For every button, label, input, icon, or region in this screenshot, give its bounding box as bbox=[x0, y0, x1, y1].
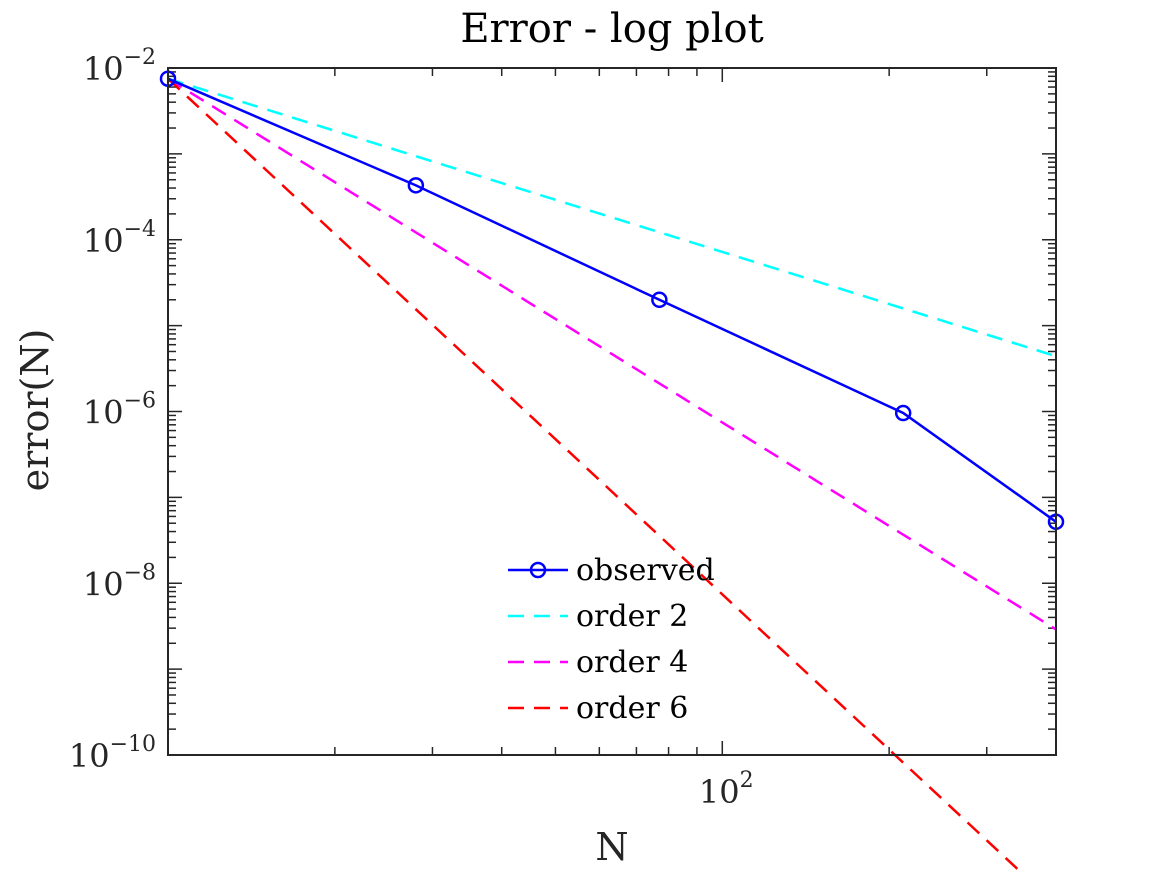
data-point-observed bbox=[407, 177, 425, 194]
y-tick-label: 10−8 bbox=[83, 560, 156, 603]
y-tick-label: 10−2 bbox=[83, 45, 156, 88]
legend-label-order-4: order 4 bbox=[576, 645, 688, 680]
tick-labels: 10−10 10−8 10−6 10−4 10−2 102 bbox=[69, 45, 754, 811]
y-tick-label: 10−4 bbox=[83, 217, 156, 260]
plot-frame bbox=[167, 67, 1057, 756]
y-tick-label: 10−6 bbox=[83, 389, 156, 432]
legend-label-order-2: order 2 bbox=[576, 599, 688, 634]
data-point-observed bbox=[651, 291, 668, 309]
legend-label-observed: observed bbox=[576, 553, 715, 588]
legend-label-order-6: order 6 bbox=[576, 691, 688, 726]
chart-title: Error - log plot bbox=[460, 6, 763, 52]
series-line-observed bbox=[167, 77, 1057, 523]
ticks-layer bbox=[167, 67, 1057, 756]
y-tick-label: 10−10 bbox=[69, 732, 156, 775]
series-line-order-6 bbox=[167, 77, 1026, 875]
x-tick-label: 102 bbox=[699, 768, 754, 811]
series-line-order-2 bbox=[167, 77, 1057, 358]
series-line-order-4 bbox=[167, 77, 1057, 631]
y-axis-label: error(N) bbox=[13, 329, 57, 492]
legend: observed order 2 order 4 order 6 bbox=[508, 553, 715, 726]
legend-marker-observed bbox=[529, 561, 547, 579]
x-axis-label: N bbox=[595, 825, 628, 869]
data-point-observed bbox=[894, 404, 912, 422]
